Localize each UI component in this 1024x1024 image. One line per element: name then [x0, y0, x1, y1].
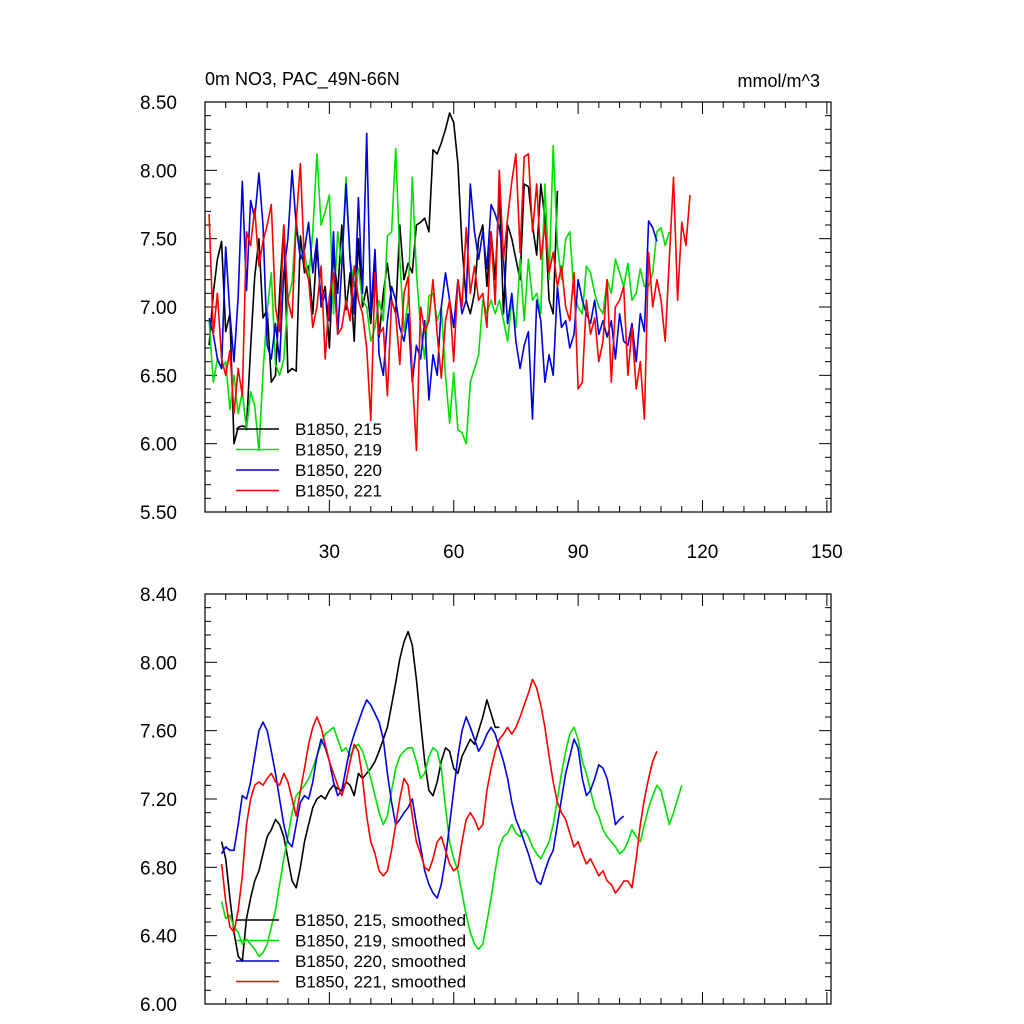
y-tick-label: 5.50 — [140, 503, 177, 524]
legend-label: B1850, 221 — [295, 482, 382, 501]
y-tick-label: 8.00 — [140, 653, 177, 674]
series-line-b1850-219-smoothed — [220, 726, 683, 958]
y-tick-label: 6.80 — [140, 858, 177, 879]
series-line-b1850-219 — [208, 144, 671, 452]
units-label: mmol/m^3 — [738, 71, 820, 91]
legend-label: B1850, 215, smoothed — [295, 911, 466, 930]
y-tick-label: 7.20 — [140, 790, 177, 811]
series-line-b1850-220 — [208, 132, 658, 420]
x-tick-label: 120 — [687, 542, 719, 563]
y-tick-label: 8.40 — [140, 585, 177, 606]
chart-title: 0m NO3, PAC_49N-66N — [205, 69, 400, 90]
y-tick-label: 6.40 — [140, 927, 177, 948]
legend-label: B1850, 221, smoothed — [295, 973, 466, 992]
y-tick-label: 6.00 — [140, 995, 177, 1016]
legend-label: B1850, 219 — [295, 441, 382, 460]
series-line-b1850-221 — [208, 153, 691, 452]
y-tick-label: 7.50 — [140, 230, 177, 251]
legend-label: B1850, 220 — [295, 461, 382, 480]
top-panel: 5.50 6.00 6.50 7.00 7.50 8.00 8.50 30 60 90 120 150… — [140, 69, 843, 563]
y-tick-label: 8.50 — [140, 93, 177, 114]
y-tick-label: 7.60 — [140, 722, 177, 743]
legend-label: B1850, 215 — [295, 420, 382, 439]
x-tick-label: 60 — [443, 542, 464, 563]
y-tick-label: 8.00 — [140, 161, 177, 182]
x-tick-label: 30 — [319, 542, 340, 563]
x-tick-label: 150 — [811, 542, 843, 563]
series-line-b1850-215-smoothed — [220, 630, 500, 963]
legend-label: B1850, 219, smoothed — [295, 932, 466, 951]
x-tick-label: 90 — [568, 542, 589, 563]
legend-label: B1850, 220, smoothed — [295, 952, 466, 971]
y-tick-label: 7.00 — [140, 298, 177, 319]
bottom-panel: 6.00 6.40 6.80 7.20 7.60 8.00 8.40 B1850, 215, … — [140, 585, 832, 1016]
y-tick-label: 6.50 — [140, 366, 177, 387]
series-line-b1850-221-smoothed — [220, 678, 658, 934]
y-tick-label: 6.00 — [140, 435, 177, 456]
